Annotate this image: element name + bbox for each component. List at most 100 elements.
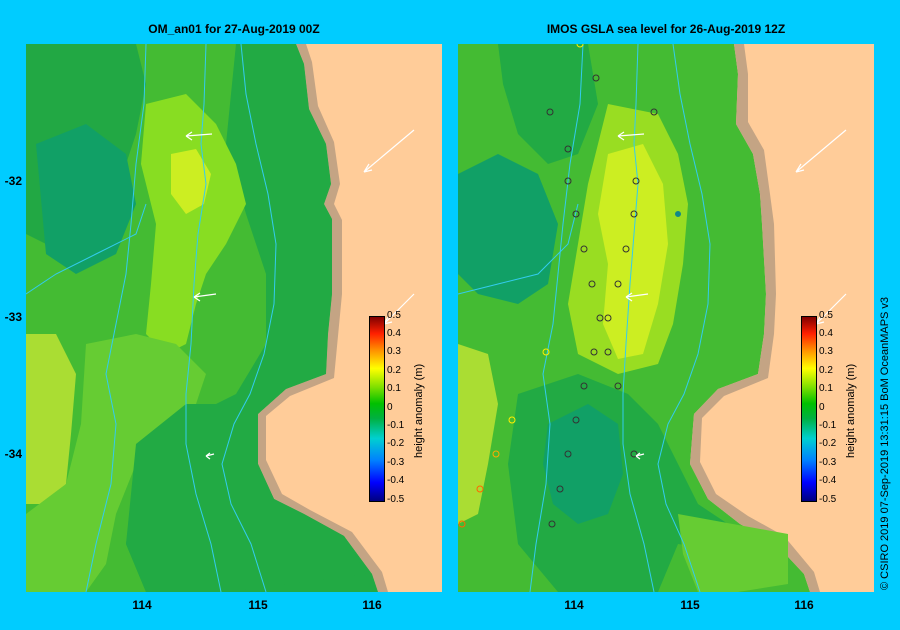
bathymetry-contour-mid: [622, 44, 655, 592]
obs-dot: [576, 44, 584, 48]
colorbar-tick: 0.1: [387, 383, 401, 394]
colorbar-tick: -0.3: [819, 457, 837, 468]
y-label-34: -34: [4, 447, 22, 461]
bathymetry-contour-west: [458, 203, 579, 295]
current-arrow: [185, 131, 213, 141]
colorbar-tick: 0.2: [819, 365, 833, 376]
anomaly-patch-dark-south: [126, 404, 366, 592]
x-label-114: 114: [132, 598, 152, 612]
obs-dot: [592, 74, 600, 82]
observation-dots-colored: [458, 44, 681, 528]
colorbar-tick: -0.2: [819, 438, 837, 449]
obs-dot: [580, 382, 588, 390]
obs-dot: [675, 211, 681, 217]
colorbar-tick: -0.5: [819, 494, 837, 505]
obs-dot: [564, 145, 572, 153]
colorbar-left: [369, 316, 385, 502]
colorbar-tick: 0.3: [819, 346, 833, 357]
obs-dot: [622, 245, 630, 253]
colorbar-tick: 0.1: [819, 383, 833, 394]
anomaly-patch-yellow-eddy: [171, 149, 211, 214]
bathymetry-contour-mid: [185, 44, 222, 592]
left-sea-level-map: [26, 44, 442, 592]
bathymetry-contour-outer: [529, 44, 584, 592]
obs-dot: [580, 245, 588, 253]
current-arrow: [193, 292, 217, 302]
credit-text: © CSIRO 2019 07-Sep-2019 13:31:15 BoM Oc…: [879, 296, 891, 590]
colorbar-tick: 0.5: [819, 310, 833, 321]
right-map-title: IMOS GSLA sea level for 26-Aug-2019 12Z: [546, 22, 786, 36]
current-arrow: [625, 292, 649, 302]
obs-dot: [596, 314, 604, 322]
obs-dot: [546, 108, 554, 116]
anomaly-patch-teal-northwest: [458, 154, 558, 304]
obs-dot: [564, 450, 572, 458]
y-label-33: -33: [4, 310, 22, 324]
current-arrow: [205, 452, 215, 460]
obs-dot: [588, 280, 596, 288]
colorbar-right-ticks: 0.5 0.4 0.3 0.2 0.1 0 -0.1 -0.2 -0.3 -0.…: [819, 310, 859, 505]
obs-dot: [548, 520, 556, 528]
colorbar-label-text: height anomaly (m): [413, 363, 425, 458]
obs-dot: [590, 348, 598, 356]
colorbar-tick: 0.5: [387, 310, 401, 321]
colorbar-tick: -0.3: [387, 457, 405, 468]
obs-dot: [614, 280, 622, 288]
obs-dot: [604, 314, 612, 322]
obs-dot: [458, 520, 466, 528]
colorbar-tick: 0.2: [387, 365, 401, 376]
bathymetry-contour-inner: [657, 44, 711, 592]
bathymetry-contour-outer: [85, 44, 147, 592]
colorbar-tick: 0.4: [387, 328, 401, 339]
colorbar-tick: 0: [819, 402, 825, 413]
colorbar-tick: 0.3: [387, 346, 401, 357]
colorbar-tick: -0.4: [819, 475, 837, 486]
colorbar-tick: -0.1: [819, 420, 837, 431]
anomaly-patch-light-southeast: [678, 514, 788, 592]
anomaly-patch-teal-west: [36, 124, 136, 274]
x-label-right-115: 115: [680, 598, 700, 612]
y-label-32: -32: [4, 174, 22, 188]
colorbar-tick: 0.4: [819, 328, 833, 339]
current-arrow: [363, 129, 415, 173]
colorbar-tick: 0: [387, 402, 393, 413]
colorbar-tick: -0.4: [387, 475, 405, 486]
obs-dot: [508, 416, 516, 424]
obs-dot: [476, 485, 484, 493]
colorbar-right: [801, 316, 817, 502]
current-arrow: [795, 129, 847, 173]
obs-dot: [604, 348, 612, 356]
x-label-right-114: 114: [564, 598, 584, 612]
x-label-116: 116: [362, 598, 382, 612]
anomaly-patch-light-southwest: [26, 334, 76, 504]
obs-dot: [632, 177, 640, 185]
obs-dot: [542, 348, 550, 356]
colorbar-label-text: height anomaly (m): [845, 363, 857, 458]
x-label-115: 115: [248, 598, 268, 612]
colorbar-tick: -0.2: [387, 438, 405, 449]
colorbar-tick: -0.5: [387, 494, 405, 505]
obs-dot: [492, 450, 500, 458]
colorbar-left-ticks: 0.5 0.4 0.3 0.2 0.1 0 -0.1 -0.2 -0.3 -0.…: [387, 310, 427, 505]
left-map-title: OM_an01 for 27-Aug-2019 00Z: [148, 22, 320, 36]
obs-dot: [650, 108, 658, 116]
current-arrow: [635, 452, 645, 460]
x-label-right-116: 116: [794, 598, 814, 612]
anomaly-patch-teal-south: [543, 404, 623, 524]
anomaly-patch-dark-north: [498, 44, 598, 164]
obs-dot: [572, 416, 580, 424]
anomaly-patch-light-southwest: [458, 344, 498, 524]
bathymetry-contour-west: [26, 203, 147, 295]
anomaly-patch-light-center: [141, 94, 246, 354]
obs-dot: [630, 450, 638, 458]
obs-dot: [556, 485, 564, 493]
shelf-band: [690, 44, 820, 592]
obs-dot: [614, 382, 622, 390]
observation-dots: [546, 74, 658, 528]
colorbar-tick: -0.1: [387, 420, 405, 431]
obs-dot: [572, 210, 580, 218]
obs-dot: [564, 177, 572, 185]
bathymetry-contour-inner: [221, 44, 277, 592]
current-arrow: [617, 131, 645, 141]
anomaly-patch-medium-south: [26, 334, 206, 592]
